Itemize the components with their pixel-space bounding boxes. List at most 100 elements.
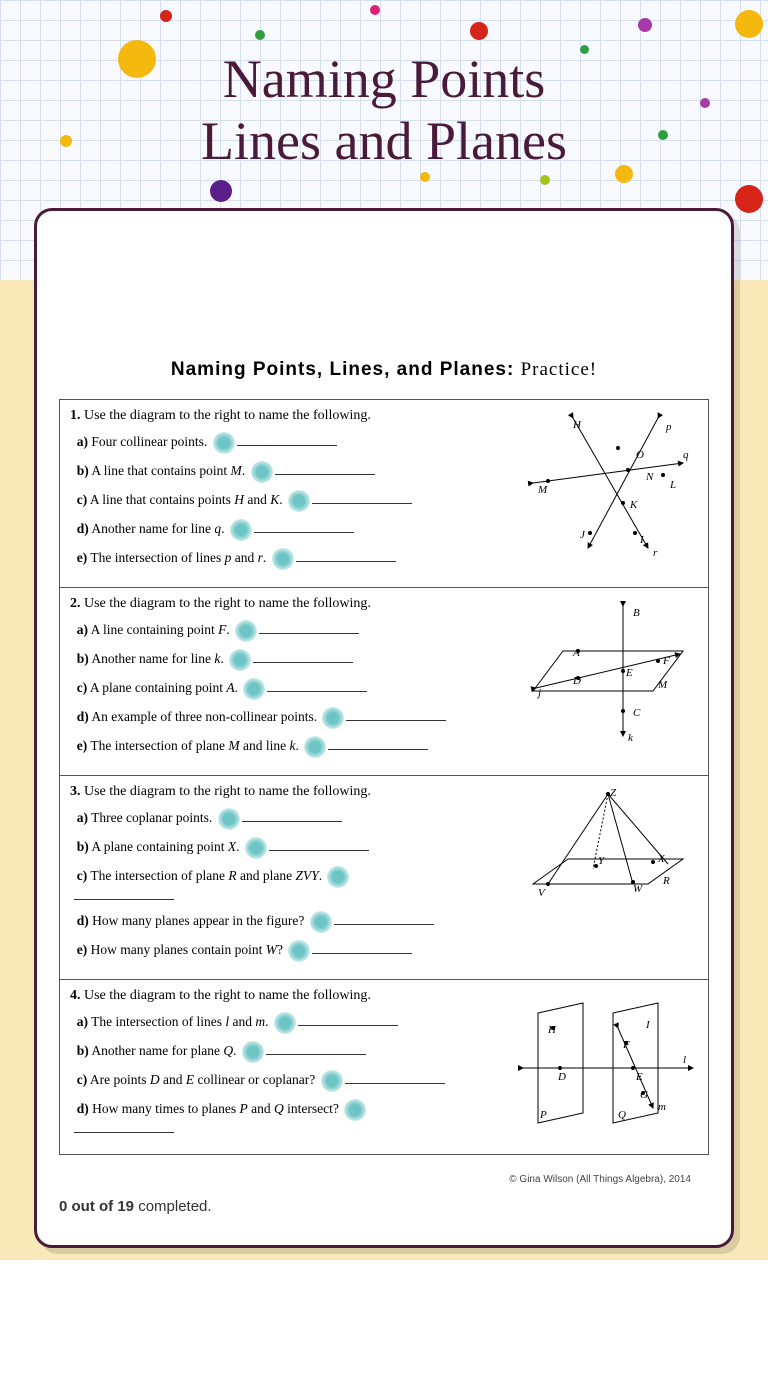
- answer-dot[interactable]: [218, 808, 240, 830]
- svg-text:X: X: [657, 853, 666, 865]
- item-list: a) The intersection of lines l and m. b)…: [70, 1012, 450, 1137]
- answer-dot[interactable]: [230, 519, 252, 541]
- question-item: d) How many planes appear in the figure?: [70, 911, 450, 933]
- svg-text:Y: Y: [598, 855, 606, 867]
- answer-blank[interactable]: [267, 680, 367, 692]
- svg-text:Q: Q: [618, 1109, 626, 1121]
- svg-text:G: G: [640, 1089, 648, 1101]
- answer-blank[interactable]: [328, 738, 428, 750]
- svg-text:L: L: [669, 479, 676, 491]
- question-item: b) A line that contains point M.: [70, 461, 450, 483]
- answer-dot[interactable]: [274, 1012, 296, 1034]
- answer-blank[interactable]: [74, 888, 174, 900]
- svg-text:F: F: [662, 655, 670, 667]
- answer-blank[interactable]: [259, 622, 359, 634]
- answer-dot[interactable]: [310, 911, 332, 933]
- answer-blank[interactable]: [254, 521, 354, 533]
- question-item: e) The intersection of lines p and r.: [70, 548, 450, 570]
- question-item: a) A line containing point F.: [70, 620, 450, 642]
- svg-text:Z: Z: [610, 787, 617, 799]
- paint-splat: [420, 172, 430, 182]
- item-list: a) A line containing point F. b) Another…: [70, 620, 450, 758]
- answer-blank[interactable]: [345, 1072, 445, 1084]
- svg-text:J: J: [580, 529, 586, 541]
- answer-blank[interactable]: [298, 1014, 398, 1026]
- answer-blank[interactable]: [296, 550, 396, 562]
- answer-dot[interactable]: [288, 490, 310, 512]
- answer-dot[interactable]: [272, 548, 294, 570]
- paint-splat: [735, 185, 763, 213]
- answer-blank[interactable]: [237, 434, 337, 446]
- question-item: c) Are points D and E collinear or copla…: [70, 1070, 450, 1092]
- svg-text:P: P: [539, 1109, 547, 1121]
- title-line2: Lines and Planes: [0, 110, 768, 172]
- answer-dot[interactable]: [322, 707, 344, 729]
- answer-dot[interactable]: [235, 620, 257, 642]
- worksheet-section: 1. Use the diagram to the right to name …: [59, 399, 709, 587]
- question-item: c) A line that contains points H and K.: [70, 490, 450, 512]
- question-item: c) The intersection of plane R and plane…: [70, 866, 450, 904]
- svg-text:j: j: [536, 687, 541, 699]
- progress-text: 0 out of 19 completed.: [59, 1198, 212, 1215]
- paint-splat: [540, 175, 550, 185]
- worksheet-title-practice: Practice!: [521, 359, 598, 380]
- answer-dot[interactable]: [243, 678, 265, 700]
- svg-text:A: A: [572, 647, 580, 659]
- svg-text:M: M: [657, 679, 668, 691]
- answer-blank[interactable]: [346, 709, 446, 721]
- question-item: a) Three coplanar points.: [70, 808, 450, 830]
- worksheet-title-bold: Naming Points, Lines, and Planes:: [171, 359, 514, 380]
- answer-dot[interactable]: [245, 837, 267, 859]
- answer-blank[interactable]: [312, 942, 412, 954]
- question-item: a) The intersection of lines l and m.: [70, 1012, 450, 1034]
- question-item: d) How many times to planes P and Q inte…: [70, 1099, 450, 1137]
- question-item: e) The intersection of plane M and line …: [70, 736, 450, 758]
- answer-blank[interactable]: [253, 651, 353, 663]
- question-item: b) A plane containing point X.: [70, 837, 450, 859]
- question-item: b) Another name for line k.: [70, 649, 450, 671]
- svg-text:E: E: [625, 667, 633, 679]
- diagram-1: H p q O N L M K J I r: [518, 408, 698, 558]
- answer-dot[interactable]: [304, 736, 326, 758]
- progress-total: 19: [117, 1198, 134, 1215]
- answer-dot[interactable]: [213, 432, 235, 454]
- answer-blank[interactable]: [312, 492, 412, 504]
- answer-dot[interactable]: [321, 1070, 343, 1092]
- answer-blank[interactable]: [242, 810, 342, 822]
- question-item: a) Four collinear points.: [70, 432, 450, 454]
- worksheet-card: Naming Points, Lines, and Planes: Practi…: [34, 208, 734, 1248]
- answer-blank[interactable]: [334, 913, 434, 925]
- svg-text:H: H: [572, 419, 582, 431]
- question-item: d) Another name for line q.: [70, 519, 450, 541]
- svg-text:l: l: [683, 1054, 686, 1066]
- answer-dot[interactable]: [344, 1099, 366, 1121]
- answer-blank[interactable]: [275, 463, 375, 475]
- worksheet-section: 3. Use the diagram to the right to name …: [59, 775, 709, 979]
- svg-text:C: C: [633, 707, 641, 719]
- progress-suffix: completed.: [138, 1198, 211, 1215]
- diagram-2: B A F E D j M C k: [518, 596, 698, 746]
- svg-text:V: V: [538, 887, 546, 899]
- progress-done: 0: [59, 1198, 67, 1215]
- answer-dot[interactable]: [251, 461, 273, 483]
- svg-text:m: m: [658, 1101, 666, 1113]
- answer-blank[interactable]: [266, 1043, 366, 1055]
- answer-dot[interactable]: [229, 649, 251, 671]
- answer-dot[interactable]: [288, 940, 310, 962]
- answer-dot[interactable]: [242, 1041, 264, 1063]
- svg-text:O: O: [636, 449, 644, 461]
- worksheet-section: 4. Use the diagram to the right to name …: [59, 979, 709, 1155]
- question-item: b) Another name for plane Q.: [70, 1041, 450, 1063]
- answer-blank[interactable]: [74, 1121, 174, 1133]
- svg-text:B: B: [633, 607, 640, 619]
- svg-text:k: k: [628, 732, 634, 744]
- page-title: Naming Points Lines and Planes: [0, 0, 768, 172]
- svg-text:E: E: [635, 1071, 643, 1083]
- svg-text:K: K: [629, 499, 638, 511]
- svg-text:M: M: [537, 484, 548, 496]
- answer-dot[interactable]: [327, 866, 349, 888]
- svg-text:H: H: [547, 1024, 557, 1036]
- svg-text:p: p: [665, 421, 672, 433]
- copyright: © Gina Wilson (All Things Algebra), 2014: [509, 1174, 691, 1185]
- answer-blank[interactable]: [269, 839, 369, 851]
